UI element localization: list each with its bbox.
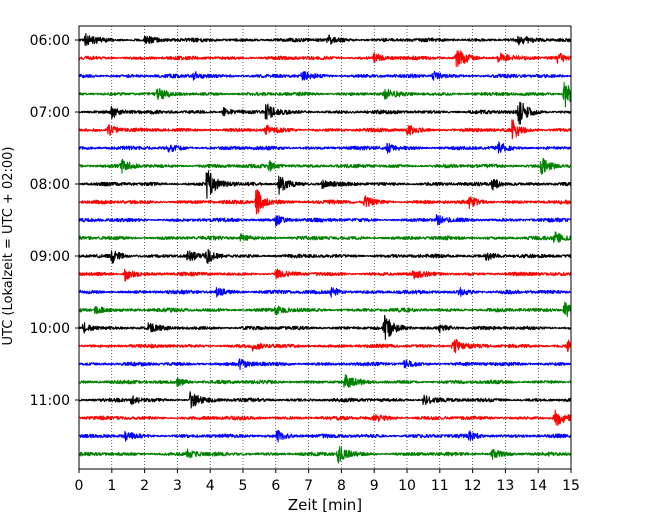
grid-lines [111,26,539,469]
x-tick-label: 3 [173,478,182,494]
x-tick-label: 10 [398,478,416,494]
seismogram-traces [78,33,572,464]
x-axis-title: Zeit [min] [288,496,362,514]
seismogram-trace [78,358,572,371]
x-tick-label: 14 [529,478,547,494]
seismogram-trace [78,170,572,199]
seismogram-trace [78,70,572,81]
seismogram-trace [78,189,572,215]
seismogram-trace [78,409,572,426]
x-tick-label: 9 [370,478,379,494]
x-tick-label: 15 [562,478,580,494]
seismogram-trace [78,445,572,464]
x-axis-ticks: 0 1 2 3 4 5 6 7 8 9 10 11 12 13 14 15 [75,469,580,494]
seismogram-trace [78,81,572,108]
x-tick-label: 6 [271,478,280,494]
seismogram-trace [78,314,572,340]
seismogram-trace [78,301,572,317]
seismogram-trace [78,287,572,298]
x-tick-label: 7 [304,478,313,494]
y-tick-label: 11:00 [30,393,70,409]
seismogram-trace [78,119,572,140]
seismogram-trace [78,374,572,388]
x-tick-label: 2 [140,478,149,494]
x-tick-label: 8 [337,478,346,494]
seismogram-trace [78,214,572,227]
y-tick-label: 06:00 [30,33,70,49]
x-tick-label: 11 [431,478,449,494]
x-tick-label: 1 [107,478,116,494]
seismogram-trace [78,101,572,125]
y-tick-label: 10:00 [30,321,70,337]
seismogram-trace [78,50,572,68]
x-tick-label: 5 [239,478,248,494]
seismogram-trace [78,391,572,409]
y-tick-label: 08:00 [30,177,70,193]
x-tick-label: 0 [75,478,84,494]
seismogram-trace [78,231,572,243]
seismogram-trace [78,33,572,47]
seismogram-trace [78,429,572,443]
x-tick-label: 4 [206,478,215,494]
y-axis-title: UTC (Lokalzeit = UTC + 02:00) [1,147,16,346]
seismogram-trace [78,248,572,264]
plot-frame [78,25,572,470]
y-tick-label: 09:00 [30,249,70,265]
x-tick-label: 12 [464,478,482,494]
seismogram-trace [78,268,572,282]
y-tick-label: 07:00 [30,105,70,121]
seismogram-trace [78,338,572,354]
x-tick-label: 13 [496,478,514,494]
y-axis-ticks: 06:00 07:00 08:00 09:00 10:00 11:00 [30,33,79,409]
seismogram-trace [78,141,572,154]
seismogram-trace [78,157,572,175]
